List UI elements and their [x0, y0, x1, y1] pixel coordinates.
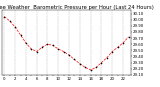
- Title: Milwaukee Weather  Barometric Pressure per Hour (Last 24 Hours): Milwaukee Weather Barometric Pressure pe…: [0, 5, 154, 10]
